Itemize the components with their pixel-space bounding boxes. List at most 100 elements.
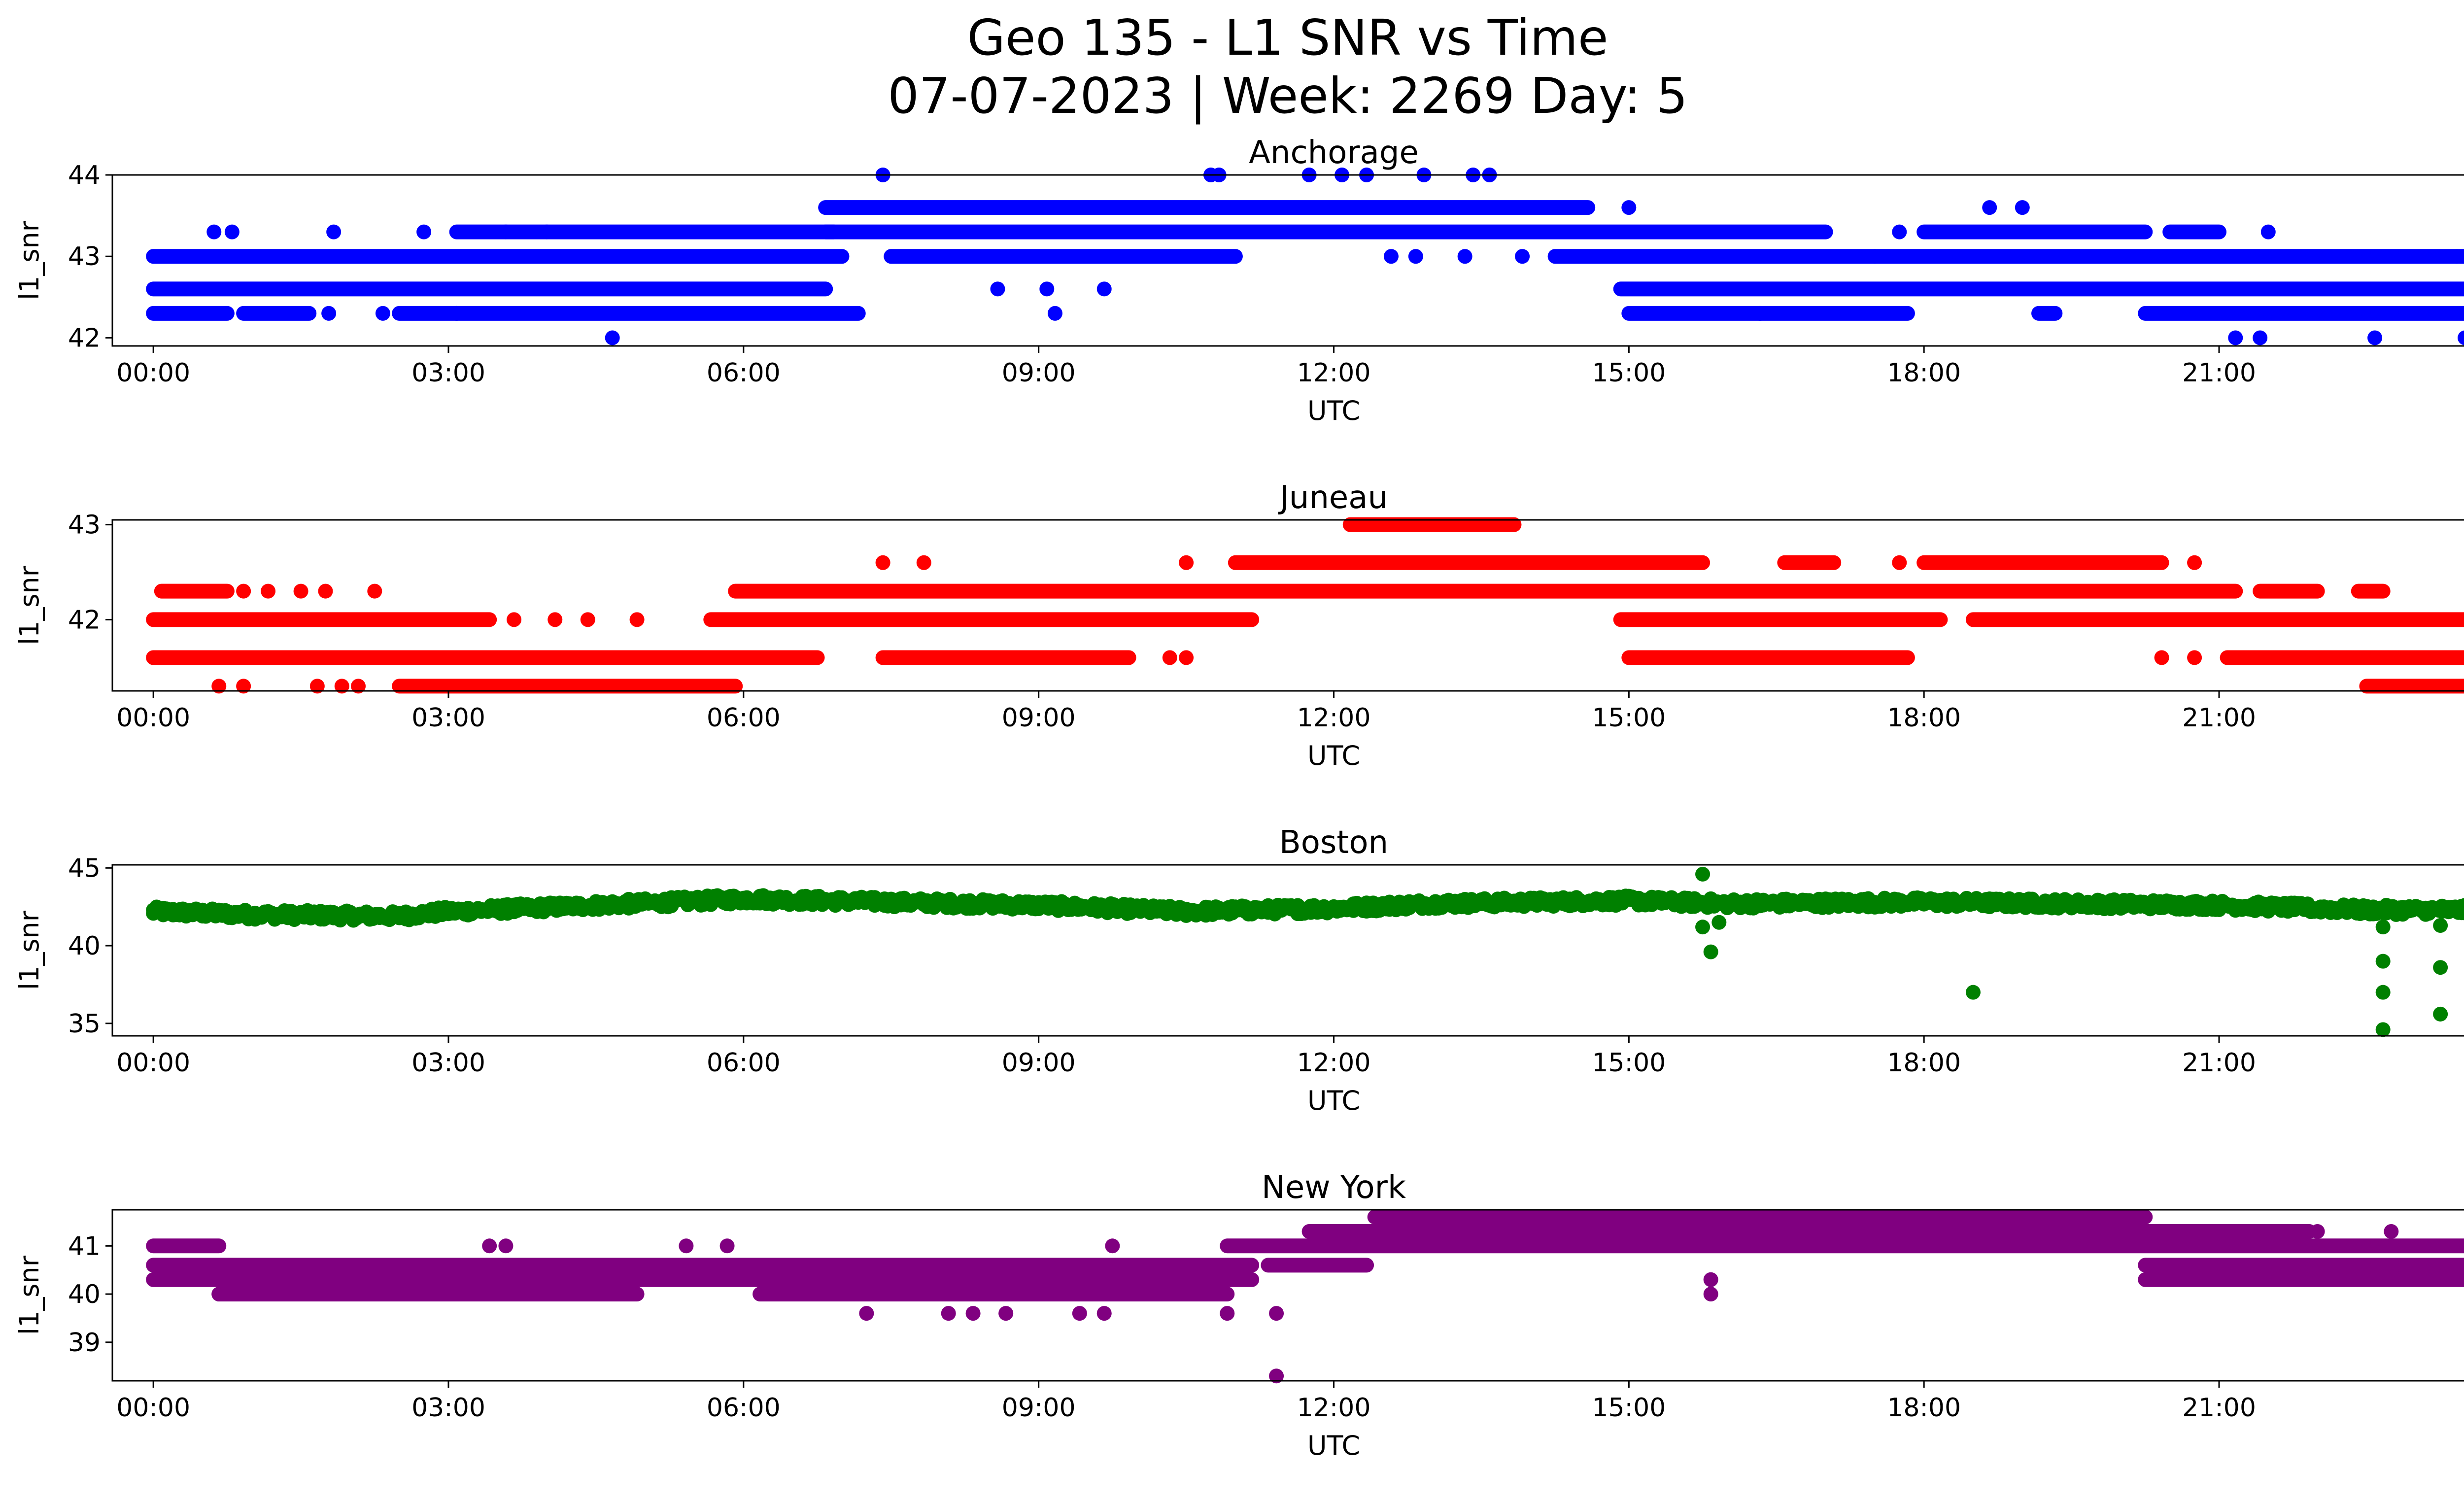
x-tick-label: 12:00 [1297,1393,1371,1423]
data-point [719,1238,735,1254]
data-point [1703,944,1718,959]
data-point [1220,1306,1235,1321]
y-tick-label: 40 [68,1280,101,1309]
x-tick-label: 15:00 [1592,1393,1666,1423]
data-point [2228,330,2243,345]
x-tick-label: 06:00 [707,1393,781,1423]
data-point [211,1287,227,1302]
data-point [326,224,342,239]
data-point [2433,960,2448,975]
data-point [1711,915,1727,930]
data-point [1703,1287,1718,1302]
data-point [2375,920,2391,935]
data-point [293,583,308,599]
data-point [941,1306,956,1321]
data-point [539,224,554,239]
data-point [1982,200,1997,215]
data-point [2375,954,2391,969]
data-point [965,1306,981,1321]
data-point [1179,555,1194,570]
figure-title-line2: 07-07-2023 | Week: 2269 Day: 5 [888,67,1688,125]
plot-frame [111,519,2464,692]
data-point [1695,866,1711,882]
data-point [1047,306,1062,321]
x-tick-label: 00:00 [116,703,190,733]
data-point [1703,1272,1718,1287]
x-tick-label: 06:00 [707,358,781,388]
data-point [2375,985,2391,1000]
x-axis-label: UTC [1307,740,1360,771]
data-point [548,612,563,627]
data-point [375,306,390,321]
boston-panel: Boston 00:00 03:00 06:00 09:00 12:00 15:00 18:… [14,824,2464,1116]
data-point [1310,1224,1325,1239]
x-tick-label: 18:00 [1887,358,1961,388]
x-tick-label: 15:00 [1592,358,1666,388]
x-tick-label: 21:00 [2182,1393,2256,1423]
data-point [498,1238,513,1254]
data-point [1105,1238,1120,1254]
data-point [2187,555,2202,570]
x-tick-label: 06:00 [707,1048,781,1078]
anchorage-panel: Anchorage 00:00 03:00 06:00 09:00 12:00 15:00… [14,135,2464,426]
y-axis-label: l1_snr [14,220,45,300]
data-point [498,224,513,239]
data-point [1039,281,1055,297]
data-point [2375,1022,2391,1037]
x-tick-label: 06:00 [707,703,781,733]
juneau-panel: Juneau 00:00 03:00 06:00 09:00 12:00 15:00 18:… [14,479,2464,771]
x-tick-label: 00:00 [116,358,190,388]
data-point [1457,249,1472,264]
boston-axes: 00:00 03:00 06:00 09:00 12:00 15:00 18:00 21:00… [68,854,2256,1078]
data-point [1883,650,1899,665]
data-point [1892,224,1907,239]
y-tick-label: 44 [68,161,101,190]
data-point [261,583,276,599]
data-point [2433,918,2448,933]
x-tick-label: 03:00 [411,703,485,733]
data-point [321,306,337,321]
data-point [1621,200,1637,215]
boston-points [146,866,2464,1037]
panel-title: Boston [1279,824,1388,861]
y-tick-label: 43 [68,511,101,540]
x-tick-label: 18:00 [1887,1048,1961,1078]
data-point [2015,200,2030,215]
data-point [1096,281,1112,297]
data-point [224,224,240,239]
x-tick-label: 12:00 [1297,703,1371,733]
data-point [416,224,432,239]
data-point [351,679,366,694]
data-point [1269,1306,1284,1321]
x-tick-label: 09:00 [1002,703,1076,733]
data-point [367,583,382,599]
x-tick-label: 12:00 [1297,358,1371,388]
plot-frame [111,864,2464,1037]
juneau-axes: 00:00 03:00 06:00 09:00 12:00 15:00 18:00 21:00… [68,511,2256,733]
x-tick-label: 03:00 [411,358,485,388]
new-york-panel: New York 00:00 03:00 06:00 09:00 12:00 15:00 1… [14,1169,2464,1461]
data-point [875,555,890,570]
data-point [1965,985,1981,1000]
figure-title: Geo 135 - L1 SNR vs Time 07-07-2023 | We… [0,9,2464,125]
figure-title-line1: Geo 135 - L1 SNR vs Time [967,9,1608,67]
data-point [1072,1306,1087,1321]
y-tick-label: 43 [68,242,101,272]
y-axis-label: l1_snr [14,910,45,990]
data-point [211,679,227,694]
data-point [206,224,222,239]
data-point [309,679,325,694]
data-point [2433,1006,2448,1022]
data-point [482,1238,497,1254]
x-tick-label: 09:00 [1002,1393,1076,1423]
data-point [605,330,620,345]
x-tick-label: 00:00 [116,1048,190,1078]
data-point [1843,650,1858,665]
data-point [334,679,349,694]
data-point [236,679,251,694]
data-point [2367,330,2383,345]
data-point [629,612,645,627]
x-tick-label: 15:00 [1592,703,1666,733]
x-tick-label: 09:00 [1002,1048,1076,1078]
data-point [1383,249,1399,264]
